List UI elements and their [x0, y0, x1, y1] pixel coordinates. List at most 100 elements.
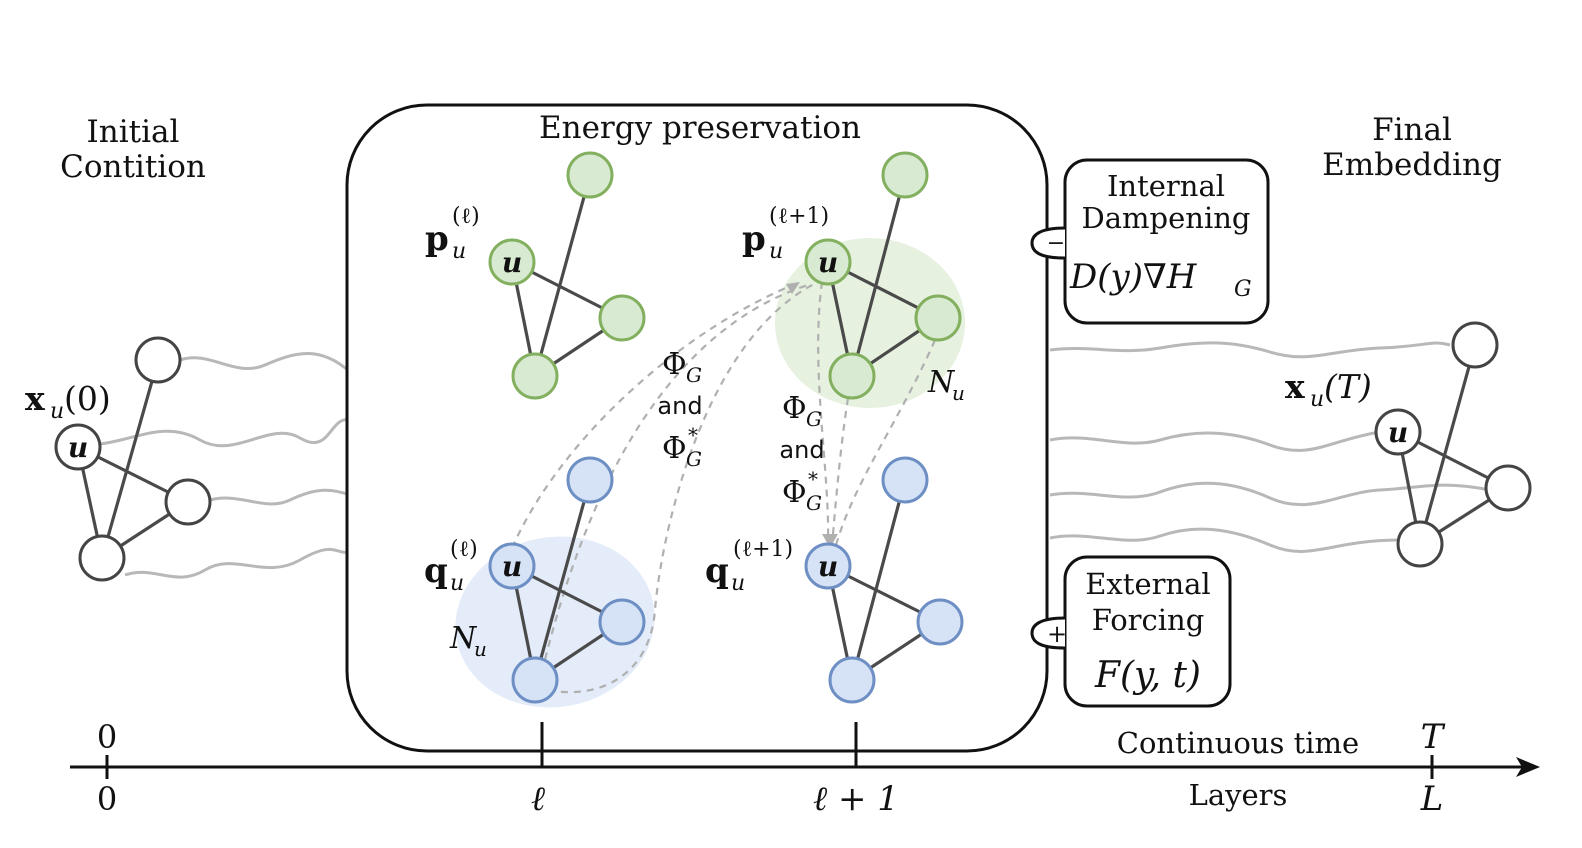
initial-node-bottom — [78, 534, 126, 582]
wave-8 — [1049, 527, 1401, 553]
forcing-formula: F(y, t) — [1094, 655, 1201, 696]
arrow-head-q — [822, 534, 838, 548]
neighborhood-green-sub: u — [952, 381, 965, 405]
phi-label-right: Φ G and Φ G * — [779, 391, 824, 515]
final-node-u — [1374, 408, 1422, 456]
layers-label: Layers — [1189, 778, 1288, 812]
p-l-sup: (ℓ) — [452, 204, 480, 229]
q-l1-sub: u — [731, 571, 745, 596]
initial-node-u-label: u — [68, 431, 88, 464]
phi-right-sub: G — [806, 407, 822, 431]
dampening-formula: D(y)∇H — [1069, 257, 1198, 297]
q-l-node-top — [566, 456, 614, 504]
phi-star-right-symbol: Φ — [782, 475, 807, 510]
final-node-right — [1484, 464, 1532, 512]
p-l1-node-right — [914, 294, 962, 342]
q-l1-symbol: q — [705, 551, 729, 591]
neighborhood-green-symbol: N — [927, 365, 956, 400]
q-l-sub: u — [450, 571, 464, 596]
p-l-node-right — [598, 294, 646, 342]
energy-preservation-title: Energy preservation — [539, 110, 861, 146]
graph-p-l1: u — [804, 151, 962, 400]
dampening-line2: Dampening — [1082, 201, 1251, 235]
graph-q-l: u — [488, 456, 646, 704]
layer-tick-L: L — [1420, 779, 1444, 819]
forcing-sign: + — [1047, 620, 1067, 648]
final-node-top — [1451, 321, 1499, 369]
p-l1-label: p u (ℓ+1) — [742, 204, 829, 264]
q-l-node-right — [598, 598, 646, 646]
p-l1-sup: (ℓ+1) — [769, 204, 829, 229]
final-embedding-label: Final Embedding — [1322, 112, 1502, 183]
phi-star-right-sub: G — [806, 491, 822, 515]
wave-4 — [124, 547, 351, 579]
q-l1-node-top — [881, 456, 929, 504]
neighborhood-label-green: N u — [927, 365, 965, 405]
wave-5 — [1049, 341, 1451, 359]
arrow-head-p — [786, 282, 800, 294]
initial-node-u — [54, 423, 102, 471]
x-initial-sub: u — [50, 399, 64, 424]
wave-1 — [179, 352, 352, 374]
p-l-sub: u — [452, 239, 466, 264]
q-l-sup: (ℓ) — [450, 537, 478, 562]
phi-star-right-star: * — [808, 467, 818, 491]
flow-p-to-q-3 — [834, 339, 937, 546]
initial-graph: u — [54, 336, 212, 582]
phi-left-sub: G — [686, 363, 702, 387]
initial-condition-label: Initial Contition — [60, 114, 206, 185]
final-node-bottom — [1396, 520, 1444, 568]
q-l-node-u-label: u — [502, 550, 522, 583]
x-initial-symbol: x — [25, 379, 45, 418]
time-axis: 0 T 0 ℓ ℓ + 1 L Continuous time Layers — [70, 717, 1540, 819]
q-l-label: q u (ℓ) — [424, 537, 478, 596]
q-l-node-bottom — [511, 656, 559, 704]
final-node-u-label: u — [1388, 416, 1408, 449]
phi-right-symbol: Φ — [782, 391, 807, 426]
p-l1-sub: u — [769, 239, 783, 264]
dashed-flows — [510, 280, 937, 694]
initial-label-line2: Contition — [60, 149, 206, 185]
wave-3 — [209, 488, 351, 506]
phi-right-and: and — [779, 436, 824, 464]
graph-q-l1: u — [804, 456, 964, 704]
flow-q-to-p-2 — [540, 283, 809, 673]
dampening-formula-sub: G — [1234, 277, 1252, 302]
q-l1-sup: (ℓ+1) — [733, 537, 793, 562]
q-l1-node-u — [804, 542, 852, 590]
q-l-symbol: q — [424, 551, 448, 591]
p-l1-symbol: p — [742, 219, 766, 259]
p-l-node-top — [566, 151, 614, 199]
axis-arrow — [1516, 757, 1540, 777]
x-initial-arg: (0) — [64, 379, 111, 418]
initial-label-line1: Initial — [87, 114, 180, 150]
p-l-symbol: p — [425, 219, 449, 259]
x-final-arg: (T) — [1324, 367, 1372, 406]
wave-7 — [1049, 481, 1491, 507]
flow-q-to-p-1 — [510, 280, 801, 549]
neighborhood-blue-sub: u — [474, 637, 487, 661]
x-final-label: x u (T) — [1285, 367, 1372, 412]
phi-left-and: and — [657, 392, 702, 420]
dampening-sign: − — [1047, 231, 1065, 256]
phi-label-left: Φ G and Φ G * — [657, 347, 702, 471]
initial-node-right — [164, 478, 212, 526]
flow-p-to-q-1 — [817, 281, 830, 546]
time-tick-0: 0 — [97, 718, 117, 756]
graph-p-l: u — [488, 151, 646, 400]
p-l-node-u-label: u — [502, 246, 522, 279]
dampening-line1: Internal — [1107, 169, 1225, 203]
x-final-symbol: x — [1285, 367, 1305, 406]
phi-star-left-sub: G — [686, 447, 702, 471]
layer-tick-l-plus-1: ℓ + 1 — [813, 779, 899, 819]
initial-node-top — [134, 336, 182, 384]
x-final-sub: u — [1310, 387, 1324, 412]
q-l-node-u — [488, 542, 536, 590]
time-tick-T: T — [1421, 717, 1446, 757]
p-l1-node-u — [804, 238, 852, 286]
layer-tick-l: ℓ — [531, 779, 545, 819]
p-l-label: p u (ℓ) — [425, 204, 480, 264]
p-l-node-bottom — [511, 352, 559, 400]
phi-star-left-star: * — [688, 423, 698, 447]
